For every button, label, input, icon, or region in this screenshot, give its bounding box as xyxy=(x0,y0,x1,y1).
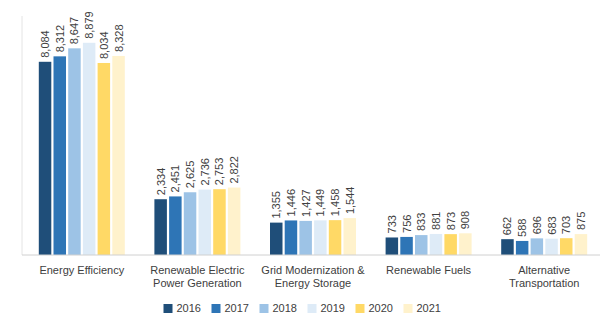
legend-swatch xyxy=(212,304,221,313)
data-label: 588 xyxy=(516,219,528,237)
data-label: 2,753 xyxy=(213,158,225,186)
data-label: 8,034 xyxy=(98,31,110,59)
bars xyxy=(39,43,587,255)
bar xyxy=(112,56,125,255)
data-label: 8,312 xyxy=(54,25,66,53)
data-label: 696 xyxy=(531,216,543,234)
legend-label: 2020 xyxy=(369,302,393,314)
data-label: 2,451 xyxy=(169,165,181,193)
bar xyxy=(154,199,167,255)
data-label: 756 xyxy=(401,215,413,233)
legend-label: 2017 xyxy=(225,302,249,314)
legend-label: 2019 xyxy=(321,302,345,314)
bar xyxy=(400,237,413,255)
legend-label: 2018 xyxy=(273,302,297,314)
category-label: AlternativeTransportation xyxy=(509,264,580,289)
bar xyxy=(501,239,514,255)
data-label: 8,084 xyxy=(39,30,51,58)
data-label: 8,879 xyxy=(83,11,95,39)
bar xyxy=(270,223,283,255)
legend-label: 2021 xyxy=(417,302,441,314)
bar xyxy=(98,63,111,255)
legend-swatch xyxy=(308,304,317,313)
bar xyxy=(430,234,443,255)
bar xyxy=(68,48,81,255)
y-axis-line xyxy=(22,16,23,255)
bar xyxy=(516,241,529,255)
bar xyxy=(444,234,457,255)
legend-swatch xyxy=(260,304,269,313)
legend-label: 2016 xyxy=(177,302,201,314)
legend-swatch xyxy=(164,304,173,313)
legend-swatch xyxy=(356,304,365,313)
bar xyxy=(531,238,544,255)
category-label: Grid Modernization &Energy Storage xyxy=(261,264,365,289)
category-label: Renewable Fuels xyxy=(386,264,471,276)
data-label: 1,427 xyxy=(300,189,312,217)
data-label: 908 xyxy=(459,211,471,229)
data-label: 1,544 xyxy=(344,187,356,215)
data-label: 733 xyxy=(386,215,398,233)
x-axis-line xyxy=(22,255,600,256)
bar xyxy=(459,233,472,255)
data-label: 683 xyxy=(546,216,558,234)
chart-svg: 8,0848,3128,6478,8798,0348,328 2,3342,451… xyxy=(0,0,607,324)
data-label: 1,458 xyxy=(329,189,341,217)
data-label: 662 xyxy=(501,217,513,235)
data-label: 2,736 xyxy=(199,158,211,186)
legend: 2016 2017 2018 2019 2020 2021 xyxy=(164,302,441,314)
bar xyxy=(314,220,327,255)
chart-container: 8,0848,3128,6478,8798,0348,328 2,3342,451… xyxy=(0,0,607,324)
bar xyxy=(39,62,52,255)
data-label: 8,647 xyxy=(68,17,80,45)
bar xyxy=(184,192,197,255)
bar xyxy=(213,189,226,255)
bar xyxy=(83,43,96,255)
bar xyxy=(54,56,67,255)
category-label: Renewable ElectricPower Generation xyxy=(150,264,245,289)
data-label: 833 xyxy=(415,213,427,231)
data-label: 2,334 xyxy=(155,168,167,196)
data-labels: 8,0848,3128,6478,8798,0348,328 2,3342,451… xyxy=(39,11,587,237)
data-label: 2,625 xyxy=(184,161,196,189)
data-label: 875 xyxy=(575,212,587,230)
data-label: 1,446 xyxy=(285,189,297,217)
bar xyxy=(299,221,312,255)
bar xyxy=(575,234,588,255)
category-label: Energy Efficiency xyxy=(39,264,124,276)
legend-swatch xyxy=(404,304,413,313)
data-label: 873 xyxy=(445,212,457,230)
x-tick-labels: Energy Efficiency Renewable ElectricPower… xyxy=(39,264,579,289)
bar xyxy=(329,220,342,255)
bar xyxy=(228,188,241,255)
data-label: 2,822 xyxy=(228,156,240,184)
bar xyxy=(545,239,558,255)
data-label: 1,449 xyxy=(314,189,326,217)
bar xyxy=(285,220,298,255)
bar xyxy=(199,190,212,255)
data-label: 881 xyxy=(430,212,442,230)
bar xyxy=(560,238,573,255)
bar xyxy=(169,196,182,255)
bar xyxy=(344,218,357,255)
data-label: 1,355 xyxy=(270,191,282,219)
bar xyxy=(415,235,428,255)
bar xyxy=(386,237,399,255)
data-label: 8,328 xyxy=(113,24,125,52)
data-label: 703 xyxy=(560,216,572,234)
